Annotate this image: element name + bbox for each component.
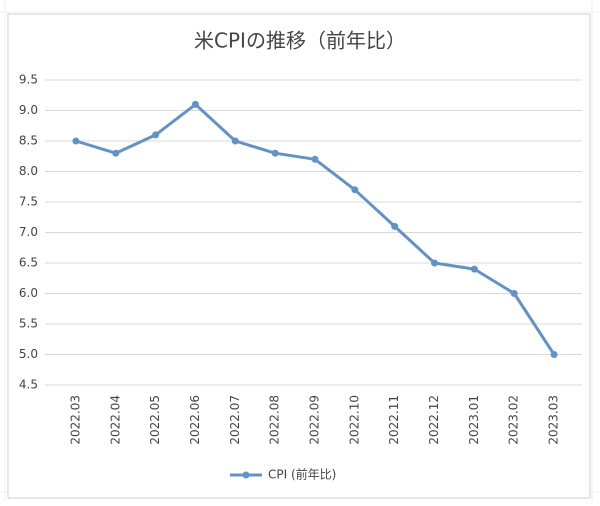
x-tick-label: 2023.01 — [467, 395, 481, 445]
x-tick-label: 2023.02 — [507, 395, 521, 445]
x-tick-label: 2022.07 — [228, 395, 242, 445]
x-tick-label: 2022.10 — [347, 395, 361, 445]
y-tick-label: 7.5 — [19, 195, 38, 209]
y-tick-label: 6.0 — [19, 286, 38, 300]
legend-label: CPI (前年比) — [268, 467, 336, 482]
data-point — [72, 137, 80, 145]
data-point — [510, 290, 518, 297]
data-point — [112, 149, 120, 157]
y-tick-label: 5.0 — [19, 347, 38, 361]
x-tick-label: 2022.05 — [148, 395, 162, 445]
y-tick-label: 5.5 — [19, 317, 38, 331]
x-tick-label: 2022.08 — [268, 395, 282, 445]
x-tick-label: 2022.09 — [308, 395, 322, 445]
data-point — [311, 155, 319, 163]
data-point — [470, 265, 478, 273]
data-point — [152, 131, 160, 139]
x-tick-label: 2022.04 — [108, 395, 122, 445]
y-tick-label: 8.0 — [19, 164, 38, 178]
legend-marker — [242, 471, 250, 479]
data-point — [271, 149, 279, 157]
x-tick-label: 2022.11 — [387, 395, 401, 445]
x-tick-label: 2023.03 — [547, 395, 561, 445]
data-point — [191, 100, 199, 108]
x-tick-label: 2022.06 — [188, 395, 202, 445]
chart-frame — [7, 13, 591, 499]
y-tick-label: 4.5 — [19, 378, 38, 392]
chart-title: 米CPIの推移（前年比） — [194, 29, 406, 53]
y-tick-label: 6.5 — [19, 256, 38, 270]
data-point — [231, 137, 239, 145]
data-point — [351, 186, 359, 194]
x-tick-label: 2022.12 — [427, 395, 441, 445]
data-point — [550, 351, 558, 358]
y-tick-label: 8.5 — [19, 134, 38, 148]
y-tick-label: 9.5 — [19, 73, 38, 87]
x-tick-label: 2022.03 — [68, 395, 82, 445]
data-point — [391, 222, 399, 230]
y-tick-label: 7.0 — [19, 225, 38, 239]
data-point — [431, 259, 439, 267]
y-tick-label: 9.0 — [19, 103, 38, 117]
